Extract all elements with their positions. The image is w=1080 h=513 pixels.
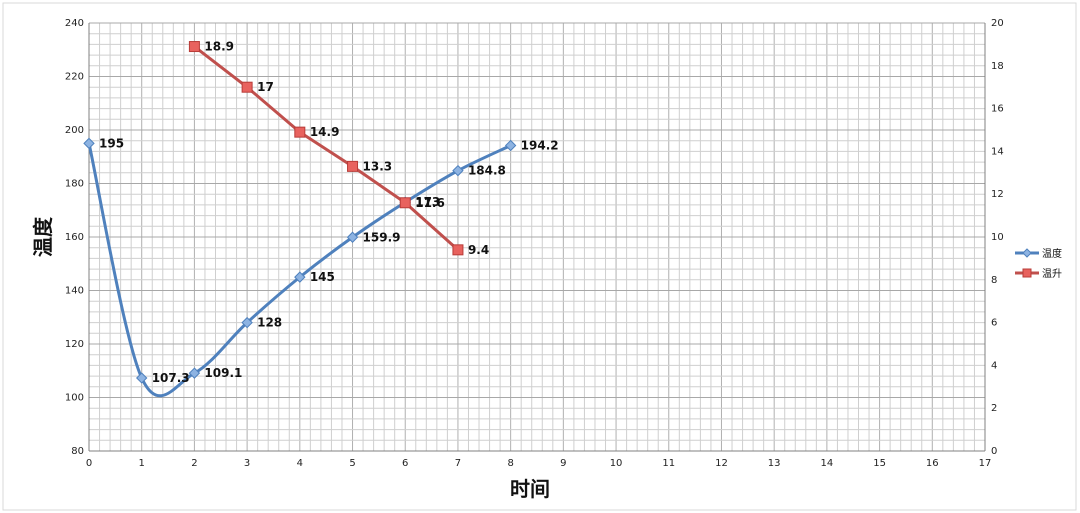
x-tick-label: 3 <box>244 458 250 469</box>
data-label: 14.9 <box>310 125 340 139</box>
data-label: 173 <box>415 195 440 209</box>
data-point <box>399 197 411 209</box>
data-label: 18.9 <box>204 40 234 54</box>
x-tick-label: 7 <box>455 458 461 469</box>
data-point <box>294 126 306 138</box>
data-label: 159.9 <box>363 230 401 244</box>
data-label: 107.3 <box>152 371 190 385</box>
y2-tick-label: 4 <box>991 360 997 371</box>
data-label: 17 <box>257 80 274 94</box>
x-tick-label: 10 <box>610 458 623 469</box>
data-point <box>188 41 200 53</box>
data-point <box>241 81 253 93</box>
x-tick-label: 4 <box>297 458 303 469</box>
y-tick-label: 180 <box>65 179 84 190</box>
x-tick-label: 17 <box>979 458 992 469</box>
y2-tick-label: 0 <box>991 446 997 457</box>
x-tick-label: 5 <box>349 458 355 469</box>
y2-tick-label: 12 <box>991 189 1004 200</box>
x-tick-label: 14 <box>821 458 834 469</box>
data-point <box>294 271 306 283</box>
y2-tick-label: 18 <box>991 61 1004 72</box>
data-point <box>188 367 201 379</box>
axes: 0 1 2 3 4 5 6 7 8 9 10 11 12 13 14 15 16 1780100120140160… <box>65 18 1004 469</box>
data-label: 145 <box>310 270 335 284</box>
series-line <box>87 143 512 398</box>
y2-tick-label: 16 <box>991 104 1004 115</box>
x-tick-label: 1 <box>139 458 145 469</box>
series <box>83 41 517 398</box>
y-tick-label: 160 <box>65 232 84 243</box>
x-tick-label: 8 <box>507 458 513 469</box>
y-tick-label: 240 <box>65 18 84 29</box>
data-point <box>452 164 464 177</box>
data-label: 9.4 <box>468 243 489 257</box>
data-point <box>452 244 464 256</box>
legend-label: 温升 <box>1042 268 1062 280</box>
y2-tick-label: 2 <box>991 403 997 414</box>
x-tick-label: 16 <box>926 458 939 469</box>
data-label: 195 <box>99 136 124 150</box>
data-point <box>347 160 359 172</box>
data-label: 11.6 <box>415 196 445 210</box>
y2-tick-label: 8 <box>991 275 997 286</box>
y-tick-label: 140 <box>65 286 84 297</box>
x-tick-label: 12 <box>715 458 728 469</box>
data-label: 109.1 <box>204 366 242 380</box>
x-tick-label: 11 <box>662 458 675 469</box>
y-tick-label: 80 <box>71 446 84 457</box>
grid <box>88 22 986 452</box>
y2-tick-label: 14 <box>991 146 1004 157</box>
data-point <box>504 139 517 152</box>
x-tick-label: 0 <box>86 458 92 469</box>
y-axis-title: 温度 <box>31 216 55 257</box>
data-labels: 195 107.3 109.1 128 145 159.9 173 184.8 194.2 18.… <box>99 40 559 385</box>
data-point <box>83 137 95 150</box>
data-point <box>241 316 253 329</box>
y-tick-label: 200 <box>65 125 84 136</box>
legend-marker <box>1022 248 1032 258</box>
x-tick-label: 2 <box>191 458 197 469</box>
x-axis-title: 时间 <box>510 477 550 501</box>
x-tick-label: 13 <box>768 458 781 469</box>
data-label: 128 <box>257 316 282 330</box>
data-label: 13.3 <box>363 159 393 173</box>
legend-label: 温度 <box>1042 247 1062 260</box>
data-point <box>346 231 359 243</box>
y-tick-label: 100 <box>65 393 84 404</box>
y-tick-label: 120 <box>65 339 84 350</box>
y2-tick-label: 10 <box>991 232 1004 243</box>
y-tick-label: 220 <box>65 72 84 83</box>
data-label: 184.8 <box>468 164 506 178</box>
legend-marker <box>1022 268 1032 278</box>
data-point <box>135 372 148 384</box>
y2-tick-label: 20 <box>991 18 1004 29</box>
series-line <box>193 45 459 251</box>
x-tick-label: 6 <box>402 458 408 469</box>
x-tick-label: 9 <box>560 458 566 469</box>
x-tick-label: 15 <box>873 458 886 469</box>
data-label: 194.2 <box>521 139 559 153</box>
y2-tick-label: 6 <box>991 318 997 329</box>
